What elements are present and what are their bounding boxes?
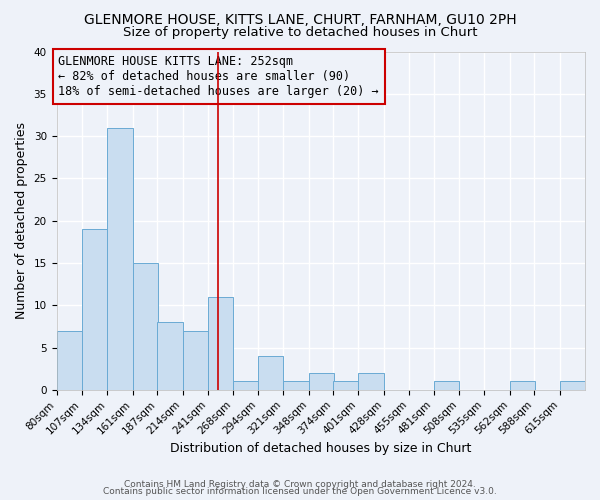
Text: Size of property relative to detached houses in Churt: Size of property relative to detached ho…: [123, 26, 477, 39]
Text: GLENMORE HOUSE KITTS LANE: 252sqm
← 82% of detached houses are smaller (90)
18% : GLENMORE HOUSE KITTS LANE: 252sqm ← 82% …: [58, 55, 379, 98]
Text: GLENMORE HOUSE, KITTS LANE, CHURT, FARNHAM, GU10 2PH: GLENMORE HOUSE, KITTS LANE, CHURT, FARNH…: [83, 12, 517, 26]
Text: Contains public sector information licensed under the Open Government Licence v3: Contains public sector information licen…: [103, 488, 497, 496]
X-axis label: Distribution of detached houses by size in Churt: Distribution of detached houses by size …: [170, 442, 472, 455]
Bar: [208, 297, 233, 390]
Bar: [82, 229, 107, 390]
Bar: [258, 356, 283, 390]
Bar: [434, 382, 459, 390]
Bar: [56, 330, 82, 390]
Bar: [133, 263, 158, 390]
Bar: [182, 330, 208, 390]
Bar: [358, 373, 384, 390]
Y-axis label: Number of detached properties: Number of detached properties: [15, 122, 28, 319]
Bar: [333, 382, 358, 390]
Bar: [283, 382, 308, 390]
Bar: [233, 382, 259, 390]
Bar: [107, 128, 133, 390]
Text: Contains HM Land Registry data © Crown copyright and database right 2024.: Contains HM Land Registry data © Crown c…: [124, 480, 476, 489]
Bar: [510, 382, 535, 390]
Bar: [308, 373, 334, 390]
Bar: [560, 382, 585, 390]
Bar: [157, 322, 182, 390]
